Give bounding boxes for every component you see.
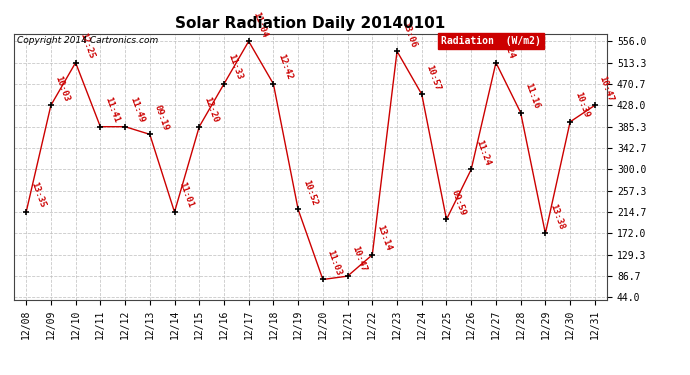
Text: 09:59: 09:59 xyxy=(449,188,467,217)
Text: 12:24: 12:24 xyxy=(499,32,516,60)
Text: 10:52: 10:52 xyxy=(301,178,319,207)
Text: 11:04: 11:04 xyxy=(251,10,269,39)
Text: 12:20: 12:20 xyxy=(202,96,219,124)
Text: 11:49: 11:49 xyxy=(128,96,146,124)
Text: 11:33: 11:33 xyxy=(227,53,244,81)
Text: Copyright 2014 Cartronics.com: Copyright 2014 Cartronics.com xyxy=(17,36,158,45)
Text: Radiation  (W/m2): Radiation (W/m2) xyxy=(441,36,541,46)
Text: 13:14: 13:14 xyxy=(375,224,393,252)
Text: 13:35: 13:35 xyxy=(29,181,47,209)
Text: 13:06: 13:06 xyxy=(400,20,417,48)
Text: 11:03: 11:03 xyxy=(326,248,344,277)
Text: 10:47: 10:47 xyxy=(598,74,615,102)
Text: 11:16: 11:16 xyxy=(524,82,541,110)
Text: 11:24: 11:24 xyxy=(474,138,492,166)
Text: 10:47: 10:47 xyxy=(351,245,368,273)
Text: 13:38: 13:38 xyxy=(548,202,566,231)
Text: 10:03: 10:03 xyxy=(54,74,71,102)
Title: Solar Radiation Daily 20140101: Solar Radiation Daily 20140101 xyxy=(175,16,446,31)
Text: 09:19: 09:19 xyxy=(152,103,170,132)
Text: 11:01: 11:01 xyxy=(177,181,195,209)
Text: 11:41: 11:41 xyxy=(103,96,121,124)
Text: 10:39: 10:39 xyxy=(573,91,591,119)
Text: 12:42: 12:42 xyxy=(276,53,294,81)
Text: 12:25: 12:25 xyxy=(79,32,96,60)
Text: 10:57: 10:57 xyxy=(424,63,442,92)
